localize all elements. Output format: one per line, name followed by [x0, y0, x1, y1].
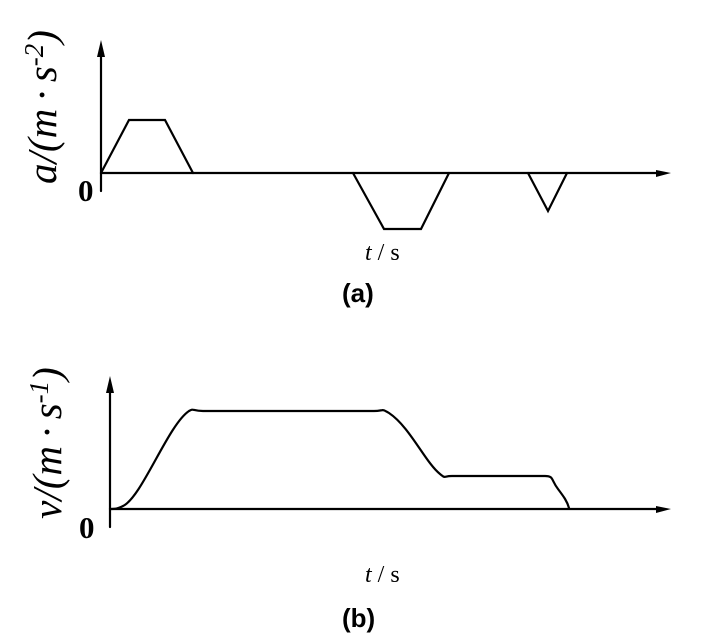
svg-text:t / s: t / s: [365, 562, 400, 588]
svg-text:0: 0: [79, 510, 95, 545]
svg-text:(a): (a): [342, 278, 374, 308]
svg-text:t / s: t / s: [365, 240, 400, 266]
svg-text:a/(m · s-2): a/(m · s-2): [19, 30, 65, 184]
svg-text:0: 0: [78, 173, 94, 208]
svg-text:(b): (b): [342, 603, 375, 633]
svg-text:v/(m · s-1): v/(m · s-1): [24, 367, 70, 519]
